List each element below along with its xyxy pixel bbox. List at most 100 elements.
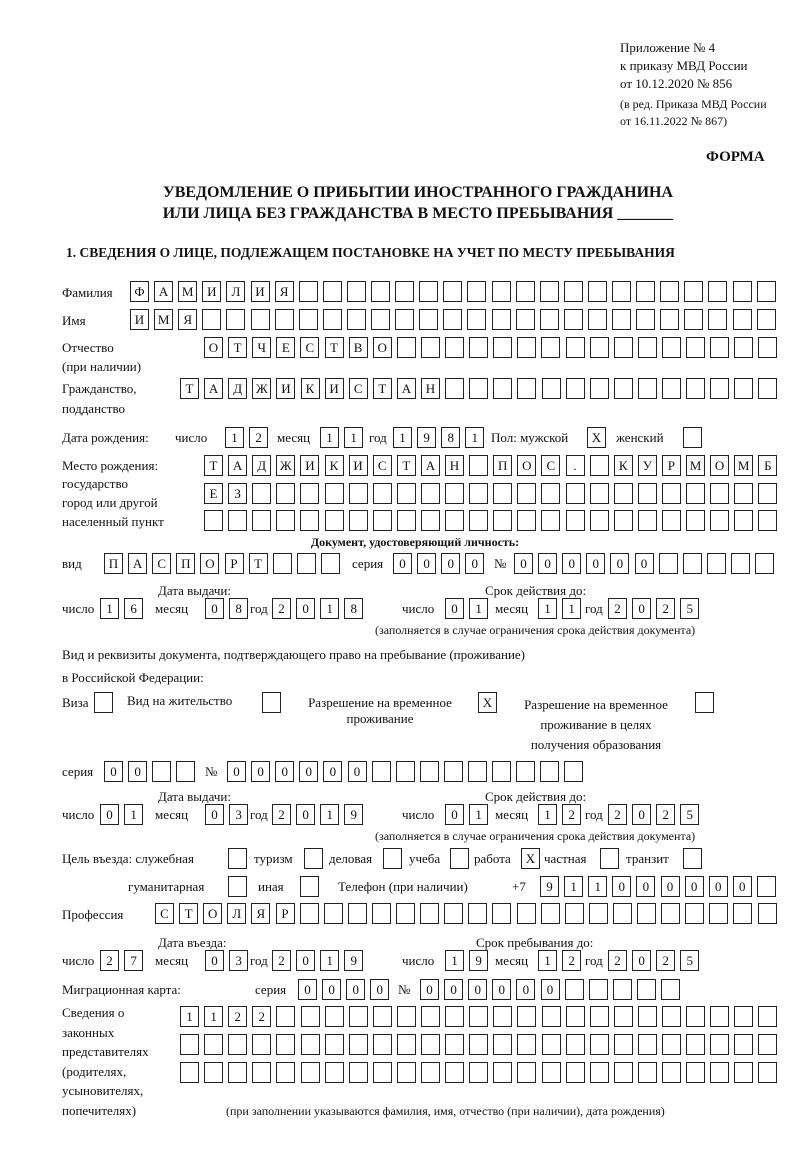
char-cell[interactable] <box>493 1034 513 1055</box>
char-cell[interactable] <box>564 761 584 782</box>
char-cell[interactable] <box>152 761 172 782</box>
char-cell[interactable]: 1 <box>393 427 412 448</box>
char-cell[interactable]: Е <box>276 337 296 358</box>
char-cell[interactable] <box>395 309 415 330</box>
char-cell[interactable] <box>637 510 657 531</box>
char-cell[interactable] <box>710 1034 730 1055</box>
char-cell[interactable] <box>324 483 344 504</box>
char-cell[interactable] <box>565 337 585 358</box>
char-cell[interactable]: 1 <box>225 427 244 448</box>
char-cell[interactable]: 2 <box>562 950 582 971</box>
char-cell[interactable] <box>276 1034 296 1055</box>
char-cell[interactable] <box>372 483 392 504</box>
char-cell[interactable]: Б <box>758 455 778 476</box>
checkbox-cell[interactable] <box>695 692 714 713</box>
char-cell[interactable] <box>758 378 778 399</box>
char-cell[interactable]: Т <box>180 378 199 399</box>
char-cell[interactable] <box>468 903 488 924</box>
char-cell[interactable]: 5 <box>680 598 700 619</box>
char-cell[interactable] <box>467 281 487 302</box>
char-cell[interactable]: 0 <box>296 598 316 619</box>
char-cell[interactable] <box>612 281 631 302</box>
char-cell[interactable] <box>372 1034 392 1055</box>
char-cell[interactable] <box>252 1034 272 1055</box>
char-cell[interactable]: 0 <box>708 876 728 897</box>
char-cell[interactable]: 1 <box>538 950 557 971</box>
char-cell[interactable] <box>252 1062 272 1083</box>
char-cell[interactable] <box>493 378 513 399</box>
char-cell[interactable]: 9 <box>417 427 437 448</box>
char-cell[interactable] <box>420 337 440 358</box>
char-cell[interactable] <box>517 337 537 358</box>
char-cell[interactable] <box>563 281 583 302</box>
char-cell[interactable] <box>395 761 415 782</box>
char-cell[interactable] <box>613 483 633 504</box>
char-cell[interactable] <box>539 281 559 302</box>
char-cell[interactable] <box>734 1034 754 1055</box>
char-cell[interactable]: О <box>372 337 392 358</box>
char-cell[interactable] <box>517 483 537 504</box>
char-cell[interactable] <box>347 903 367 924</box>
char-cell[interactable] <box>541 510 561 531</box>
char-cell[interactable] <box>734 483 754 504</box>
char-cell[interactable] <box>226 309 246 330</box>
checkbox-cell[interactable]: X <box>587 427 606 448</box>
char-cell[interactable] <box>662 1006 681 1027</box>
char-cell[interactable] <box>322 309 342 330</box>
char-cell[interactable]: 1 <box>445 950 464 971</box>
char-cell[interactable] <box>228 1034 248 1055</box>
char-cell[interactable] <box>204 1062 224 1083</box>
char-cell[interactable] <box>540 761 560 782</box>
char-cell[interactable] <box>637 1034 657 1055</box>
char-cell[interactable] <box>276 510 296 531</box>
char-cell[interactable]: М <box>178 281 198 302</box>
char-cell[interactable] <box>758 1006 778 1027</box>
char-cell[interactable]: 0 <box>393 553 412 574</box>
checkbox-cell[interactable] <box>450 848 469 869</box>
char-cell[interactable] <box>348 1062 368 1083</box>
char-cell[interactable] <box>710 510 730 531</box>
char-cell[interactable] <box>637 903 656 924</box>
char-cell[interactable]: Т <box>396 455 416 476</box>
char-cell[interactable]: 6 <box>124 598 144 619</box>
checkbox-cell[interactable] <box>683 427 702 448</box>
char-cell[interactable] <box>637 378 657 399</box>
char-cell[interactable] <box>469 1062 489 1083</box>
char-cell[interactable]: 0 <box>417 553 437 574</box>
char-cell[interactable] <box>296 553 316 574</box>
char-cell[interactable] <box>348 1006 368 1027</box>
char-cell[interactable]: З <box>228 483 248 504</box>
char-cell[interactable]: 0 <box>636 876 656 897</box>
char-cell[interactable]: 1 <box>564 876 584 897</box>
char-cell[interactable] <box>539 309 559 330</box>
char-cell[interactable] <box>709 903 729 924</box>
char-cell[interactable] <box>396 1034 416 1055</box>
char-cell[interactable]: Я <box>178 309 198 330</box>
char-cell[interactable]: С <box>300 337 320 358</box>
char-cell[interactable] <box>204 1034 224 1055</box>
char-cell[interactable]: Т <box>179 903 199 924</box>
char-cell[interactable] <box>421 1006 440 1027</box>
char-cell[interactable] <box>710 1006 730 1027</box>
char-cell[interactable]: 2 <box>272 804 291 825</box>
char-cell[interactable]: 2 <box>656 950 676 971</box>
char-cell[interactable] <box>298 309 318 330</box>
char-cell[interactable]: 1 <box>344 427 364 448</box>
char-cell[interactable] <box>492 761 512 782</box>
char-cell[interactable] <box>371 761 391 782</box>
char-cell[interactable]: 2 <box>100 950 119 971</box>
char-cell[interactable] <box>733 903 753 924</box>
char-cell[interactable]: 0 <box>441 553 461 574</box>
char-cell[interactable]: 1 <box>124 804 144 825</box>
char-cell[interactable] <box>228 1062 248 1083</box>
char-cell[interactable] <box>419 761 439 782</box>
char-cell[interactable] <box>517 1034 537 1055</box>
char-cell[interactable]: 0 <box>296 804 316 825</box>
char-cell[interactable]: 2 <box>656 598 676 619</box>
char-cell[interactable] <box>468 761 487 782</box>
char-cell[interactable] <box>228 510 248 531</box>
char-cell[interactable] <box>613 1006 633 1027</box>
char-cell[interactable] <box>732 281 752 302</box>
char-cell[interactable] <box>515 281 535 302</box>
char-cell[interactable]: 1 <box>538 598 557 619</box>
